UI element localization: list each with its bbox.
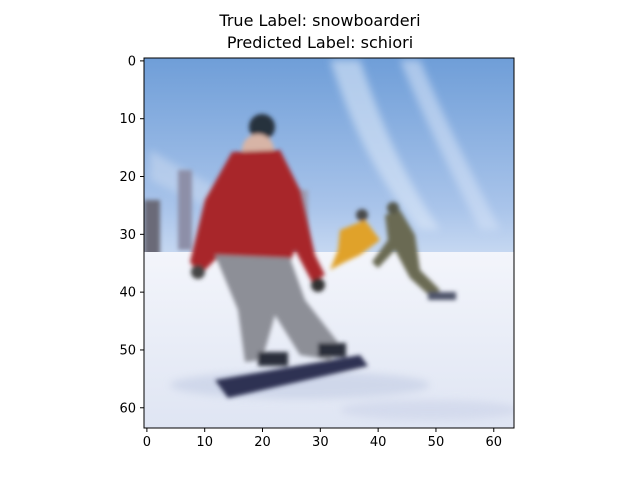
axes-frame <box>143 57 515 429</box>
y-tick-label: 20 <box>119 170 136 185</box>
x-axis: 0 10 20 30 40 50 60 <box>143 428 502 450</box>
y-tick-label: 60 <box>119 401 136 416</box>
x-tick-label: 40 <box>370 435 387 450</box>
background-skiers <box>330 202 456 300</box>
y-axis: 0 10 20 30 40 50 60 <box>119 54 144 416</box>
figure-title-predicted-label: Predicted Label: schiori <box>226 33 414 52</box>
y-tick-label: 40 <box>119 286 136 301</box>
photo-image <box>144 58 514 428</box>
x-tick-label: 20 <box>254 435 271 450</box>
y-tick-label: 50 <box>119 343 136 358</box>
x-tick-label: 50 <box>428 435 445 450</box>
x-tick-label: 10 <box>196 435 213 450</box>
x-tick-label: 60 <box>485 435 502 450</box>
snowboarder <box>190 114 368 398</box>
figure-title-true-label: True Label: snowboarderi <box>219 11 421 30</box>
x-tick-label: 30 <box>312 435 329 450</box>
y-tick-label: 10 <box>119 112 136 127</box>
x-tick-label: 0 <box>143 435 151 450</box>
y-tick-label: 30 <box>119 228 136 243</box>
y-tick-label: 0 <box>128 54 136 69</box>
